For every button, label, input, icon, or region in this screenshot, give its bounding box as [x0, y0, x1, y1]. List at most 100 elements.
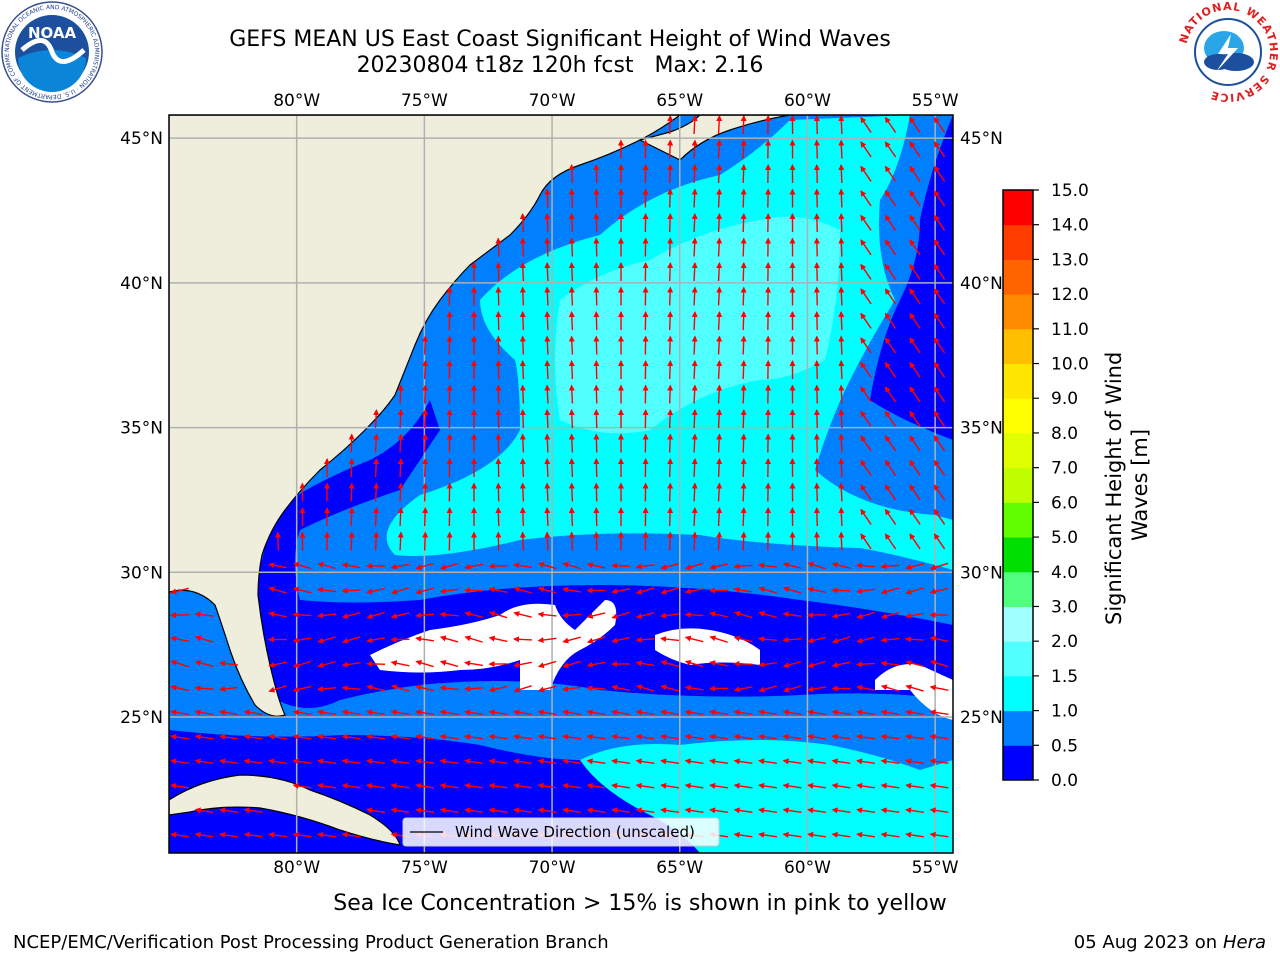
wave-vector: [740, 335, 747, 355]
wave-vector: [880, 684, 900, 692]
wave-vector: [660, 636, 680, 643]
wave-vector: [884, 337, 897, 354]
wave-vector: [568, 531, 575, 551]
wave-vector: [758, 782, 778, 789]
wave-vector: [831, 636, 851, 644]
wave-vector: [593, 482, 600, 502]
wave-vector: [667, 311, 674, 331]
wave-vector: [519, 531, 526, 551]
wave-vector: [684, 684, 704, 691]
wave-vector: [635, 587, 655, 595]
wave-vector: [740, 286, 747, 306]
wave-vector: [691, 384, 698, 404]
wave-vector: [860, 263, 872, 280]
wave-vector: [860, 239, 872, 256]
wave-vector: [519, 409, 526, 429]
wave-vector: [884, 214, 897, 231]
wave-vector: [807, 709, 827, 716]
wave-vector: [292, 660, 312, 669]
wave-vector: [740, 409, 747, 429]
wave-vector: [933, 116, 946, 133]
colorbar-segment: [1003, 537, 1033, 573]
wave-vector: [838, 360, 845, 380]
wave-vector: [397, 507, 404, 527]
wave-vector: [813, 360, 820, 380]
wave-vector: [831, 758, 851, 765]
wave-vector: [366, 611, 385, 620]
wave-vector: [909, 337, 921, 354]
wave-vector: [562, 660, 581, 669]
wave-vector: [933, 288, 946, 305]
wave-vector: [243, 733, 263, 740]
wave-vector: [568, 286, 575, 306]
wave-vector: [856, 611, 875, 620]
lat-tick-label-right: 45°N: [960, 129, 1003, 149]
wave-vector: [568, 482, 575, 502]
wave-vector: [635, 758, 655, 765]
wave-vector: [905, 709, 925, 716]
wave-vector: [716, 384, 723, 404]
colorbar-tick-label: 6.0: [1051, 493, 1078, 513]
wave-vector: [860, 312, 872, 329]
wave-vector: [905, 758, 925, 765]
wave-vector: [593, 262, 600, 282]
wave-vector: [194, 709, 214, 716]
wave-vector: [544, 213, 551, 233]
wave-vector: [170, 831, 190, 838]
wave-vector: [733, 610, 753, 619]
wave-vector: [519, 237, 526, 257]
wave-vector: [740, 507, 747, 527]
wave-vector: [373, 458, 380, 478]
map-tick-labels: 80°W 80°W 75°W 75°W 70°W 70°W 65°W 65°W 60°W 60°W…: [120, 91, 1003, 878]
wave-vector: [341, 661, 361, 668]
wave-vector: [415, 807, 435, 814]
wave-vector: [807, 831, 827, 838]
wave-vector: [660, 562, 679, 570]
wave-vector: [838, 286, 845, 306]
wave-vector: [317, 758, 337, 765]
wave-vector: [691, 139, 698, 159]
wave-vector: [544, 262, 551, 282]
wave-vector: [397, 531, 404, 551]
wave-vector: [929, 659, 949, 668]
wave-vector: [439, 660, 459, 668]
wave-vector: [635, 782, 655, 789]
wave-vector: [568, 188, 575, 208]
wave-vector: [905, 733, 925, 740]
wave-vector: [586, 758, 606, 765]
wave-vector: [860, 459, 872, 476]
wave-vector: [292, 831, 312, 838]
wave-vector: [933, 263, 946, 280]
wave-vector: [317, 562, 336, 570]
wave-vector: [562, 686, 582, 692]
wave-vector: [909, 116, 921, 133]
wave-vector: [880, 611, 900, 619]
wave-vector: [488, 807, 508, 814]
wave-vector: [268, 586, 287, 594]
wave-vector: [782, 758, 802, 765]
wave-vector: [709, 758, 729, 765]
wave-vector: [635, 709, 655, 716]
footer-date: 05 Aug 2023 on: [1073, 932, 1218, 953]
wave-vector: [373, 482, 380, 502]
wave-vector: [292, 561, 312, 570]
footer-left: NCEP/EMC/Verification Post Processing Pr…: [13, 932, 609, 953]
missing-data-patch-east: [875, 664, 953, 720]
wave-vector: [219, 758, 239, 765]
wave-vector: [933, 410, 946, 427]
wave-vector: [194, 758, 214, 765]
wave-vector: [194, 831, 214, 838]
colorbar-segment: [1003, 190, 1033, 226]
wave-vector: [856, 588, 876, 595]
wave-vector: [905, 684, 924, 692]
wave-vector: [274, 531, 281, 551]
wave-vector: [909, 508, 921, 525]
colorbar-segment: [1003, 224, 1033, 260]
wave-vector: [635, 684, 655, 692]
wave-vector: [397, 433, 404, 453]
wave-vector: [684, 758, 704, 765]
wave-vector: [568, 409, 575, 429]
colorbar-segment: [1003, 606, 1033, 642]
wave-vector: [390, 733, 410, 740]
wave-vector: [709, 709, 729, 716]
